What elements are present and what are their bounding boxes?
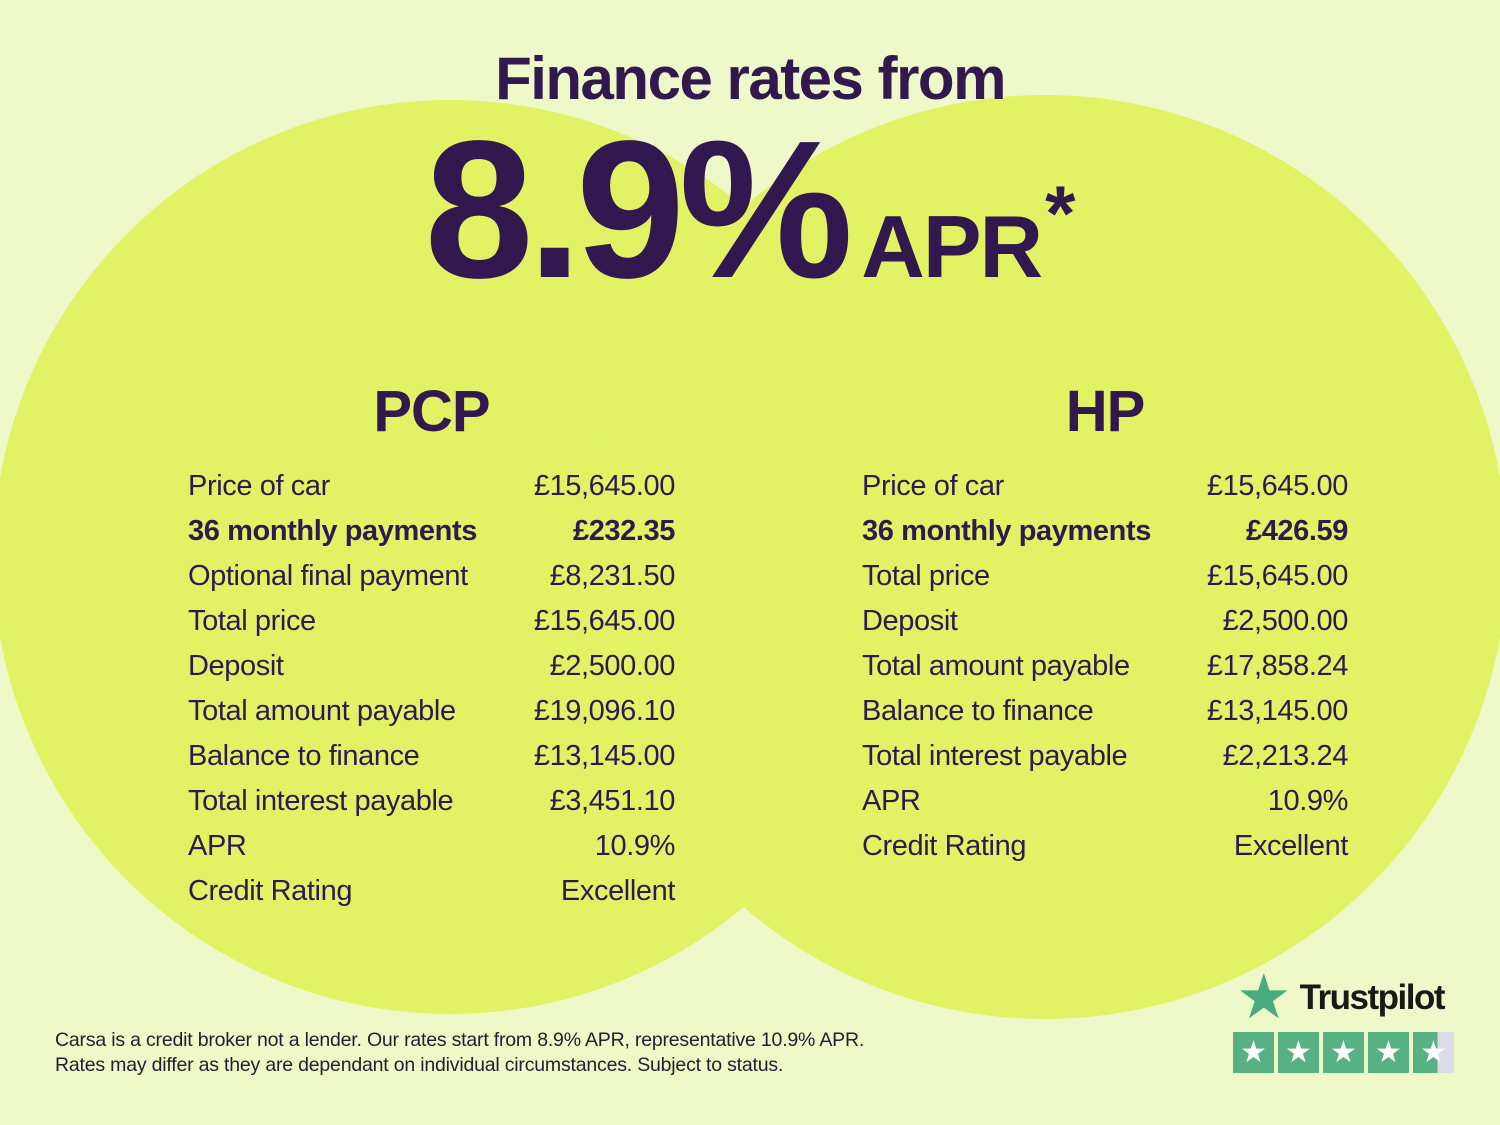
row-label: Price of car [862, 470, 1004, 502]
row-label: Total interest payable [862, 740, 1128, 772]
table-row: 36 monthly payments £426.59 [862, 509, 1348, 554]
row-label: Total interest payable [188, 785, 454, 817]
finance-table-pcp: PCP Price of car £15,645.00 36 monthly pay… [188, 380, 675, 914]
rate-value: 8.9% [424, 100, 854, 319]
row-value: £15,645.00 [1206, 560, 1349, 592]
table-row: Credit Rating Excellent [862, 824, 1348, 869]
row-value: £15,645.00 [533, 605, 676, 637]
rate-footnote-marker: * [1045, 169, 1076, 257]
row-value: £2,213.24 [1222, 740, 1349, 772]
disclaimer-line-2: Rates may differ as they are dependant o… [55, 1054, 784, 1076]
row-value: Excellent [1233, 830, 1348, 862]
row-label: Total price [862, 560, 990, 592]
table-row: Total interest payable £2,213.24 [862, 734, 1348, 779]
row-value: £15,645.00 [1206, 470, 1349, 502]
table-rows-pcp: Price of car £15,645.00 36 monthly payment… [188, 464, 675, 914]
table-row: Optional final payment £8,231.50 [188, 554, 675, 599]
row-value: 10.9% [594, 830, 676, 862]
star-icon: ★ [1285, 1036, 1312, 1069]
star-icon: ★ [1420, 1036, 1447, 1069]
table-row: Deposit £2,500.00 [862, 599, 1348, 644]
page-title: Finance rates from [495, 45, 1006, 112]
row-value: Excellent [560, 875, 675, 907]
trustpilot-wordmark: Trustpilot [1299, 978, 1446, 1017]
trustpilot-logo: ★ Trustpilot [1236, 963, 1446, 1032]
row-label: 36 monthly payments [862, 515, 1151, 547]
table-heading-pcp: PCP [373, 379, 490, 444]
star-icon: ★ [1375, 1036, 1402, 1069]
row-label: Credit Rating [862, 830, 1027, 862]
row-value: £13,145.00 [1206, 695, 1349, 727]
background-circle-right [583, 95, 1500, 1019]
table-row: 36 monthly payments £232.35 [188, 509, 675, 554]
table-row: Balance to finance £13,145.00 [188, 734, 675, 779]
row-label: APR [862, 785, 921, 817]
trustpilot-star-icon: ★ [1236, 963, 1292, 1032]
table-row: Balance to finance £13,145.00 [862, 689, 1348, 734]
rate-unit: APR [861, 197, 1043, 296]
rating-star-box: ★ [1233, 1032, 1274, 1073]
row-label: Total amount payable [188, 695, 456, 727]
table-row: Total amount payable £17,858.24 [862, 644, 1348, 689]
table-row: Total amount payable £19,096.10 [188, 689, 675, 734]
row-value: £19,096.10 [533, 695, 676, 727]
disclaimer-line-1: Carsa is a credit broker not a lender. O… [55, 1029, 865, 1051]
star-icon: ★ [1330, 1036, 1357, 1069]
row-label: Optional final payment [188, 560, 468, 592]
table-row: APR 10.9% [862, 779, 1348, 824]
row-label: APR [188, 830, 247, 862]
rating-star-box: ★ [1368, 1032, 1409, 1073]
row-label: Balance to finance [188, 740, 420, 772]
row-value: £8,231.50 [549, 560, 676, 592]
table-row: Price of car £15,645.00 [862, 464, 1348, 509]
table-row: Total price £15,645.00 [188, 599, 675, 644]
trustpilot-rating: ★ ★ ★ ★ ★ [1233, 1032, 1454, 1073]
finance-table-hp: HP Price of car £15,645.00 36 monthly paym… [862, 380, 1348, 869]
table-row: Price of car £15,645.00 [188, 464, 675, 509]
row-value: 10.9% [1267, 785, 1349, 817]
disclaimer: Carsa is a credit broker not a lender. O… [55, 1028, 864, 1078]
row-label: Total price [188, 605, 316, 637]
rating-star-box: ★ [1278, 1032, 1319, 1073]
row-value: £13,145.00 [533, 740, 676, 772]
rating-star-box: ★ [1323, 1032, 1364, 1073]
table-row: Deposit £2,500.00 [188, 644, 675, 689]
row-value: £2,500.00 [1222, 605, 1349, 637]
row-label: Credit Rating [188, 875, 353, 907]
row-label: Deposit [862, 605, 958, 637]
row-value: £15,645.00 [533, 470, 676, 502]
table-row: Total interest payable £3,451.10 [188, 779, 675, 824]
row-label: 36 monthly payments [188, 515, 477, 547]
table-heading-hp: HP [1065, 379, 1146, 444]
row-value: £3,451.10 [549, 785, 676, 817]
table-row: APR 10.9% [188, 824, 675, 869]
rating-star-box: ★ [1413, 1032, 1454, 1073]
table-row: Total price £15,645.00 [862, 554, 1348, 599]
row-value: £426.59 [1245, 515, 1348, 547]
row-label: Deposit [188, 650, 284, 682]
star-icon: ★ [1240, 1036, 1267, 1069]
row-value: £17,858.24 [1206, 650, 1349, 682]
table-row: Credit Rating Excellent [188, 869, 675, 914]
row-label: Balance to finance [862, 695, 1094, 727]
row-label: Price of car [188, 470, 330, 502]
table-rows-hp: Price of car £15,645.00 36 monthly payment… [862, 464, 1348, 869]
row-label: Total amount payable [862, 650, 1130, 682]
row-value: £2,500.00 [549, 650, 676, 682]
row-value: £232.35 [572, 515, 675, 547]
headline-rate: 8.9% APR * [0, 112, 1500, 308]
